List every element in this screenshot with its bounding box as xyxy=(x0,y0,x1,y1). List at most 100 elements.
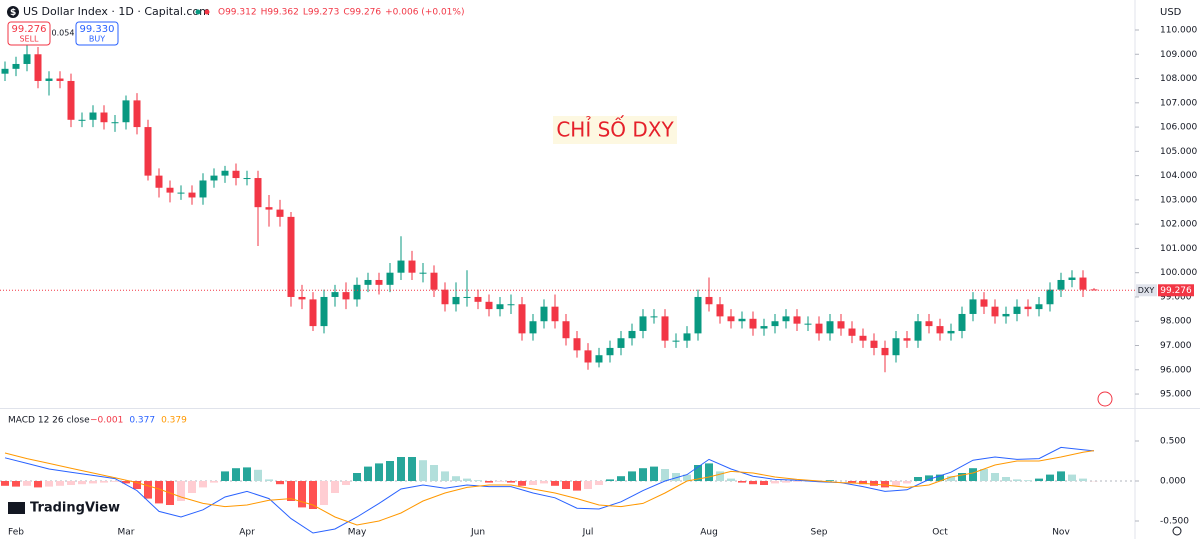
candle-body xyxy=(243,178,251,180)
y-tick-label: 95.000 xyxy=(1160,390,1192,400)
histogram-bar xyxy=(1079,478,1087,481)
histogram-bar xyxy=(650,466,658,481)
histogram-bar xyxy=(892,481,900,486)
buy-button[interactable] xyxy=(75,21,119,46)
candle-body xyxy=(1,68,9,74)
candle-body xyxy=(430,272,438,290)
candle-body xyxy=(78,119,86,121)
legend-value: 0.377 xyxy=(129,416,155,426)
candle-body xyxy=(870,340,878,348)
histogram-bar xyxy=(34,481,42,488)
histogram-bar xyxy=(749,481,757,485)
histogram-bar xyxy=(617,476,625,481)
settings-icon[interactable] xyxy=(1172,526,1182,536)
candle-body xyxy=(276,209,284,217)
candle-body xyxy=(551,306,559,322)
candle-body xyxy=(837,321,845,329)
histogram-bar xyxy=(331,481,339,493)
histogram-bar xyxy=(78,481,86,485)
quote-value: O99.312 xyxy=(218,8,257,18)
y-tick-label: 102.000 xyxy=(1160,220,1197,230)
y-tick-label: 0.500 xyxy=(1160,437,1186,447)
x-tick-label: Aug xyxy=(700,528,718,538)
candle-body xyxy=(738,318,746,322)
candle-body xyxy=(859,335,867,341)
candle-body xyxy=(848,328,856,336)
candle-body xyxy=(111,122,119,124)
symbol-tag xyxy=(1136,284,1157,297)
histogram-bar xyxy=(980,469,988,481)
currency[interactable]: USD xyxy=(1160,7,1182,18)
candle-body xyxy=(34,54,42,81)
x-tick-label: May xyxy=(348,528,367,538)
y-tick-label: 101.000 xyxy=(1160,244,1197,254)
sell-label: SELL xyxy=(19,35,39,44)
histogram-bar xyxy=(958,473,966,481)
histogram-bar xyxy=(353,473,361,481)
y-tick-label: 109.000 xyxy=(1160,50,1197,60)
histogram-bar xyxy=(936,474,944,481)
y-tick-label: 104.000 xyxy=(1160,171,1197,181)
histogram-bar xyxy=(1068,474,1076,481)
histogram-bar xyxy=(716,471,724,481)
y-tick-label: -0.500 xyxy=(1160,517,1189,527)
histogram-bar xyxy=(947,476,955,481)
histogram-bar xyxy=(144,481,152,499)
sell-button[interactable] xyxy=(7,21,51,46)
candle-body xyxy=(727,316,735,322)
histogram-bar xyxy=(705,463,713,481)
candle-body xyxy=(705,296,713,305)
candle-body xyxy=(793,316,801,324)
candle-body xyxy=(342,292,350,300)
candle-body xyxy=(606,347,614,356)
x-tick-label: Mar xyxy=(118,528,135,538)
candle-body xyxy=(639,316,647,331)
candle-body xyxy=(1090,289,1098,291)
histogram-bar xyxy=(782,481,790,483)
quote-value: L99.273 xyxy=(303,8,340,18)
candle-body xyxy=(980,299,988,307)
candle-body xyxy=(56,78,64,81)
candle-body xyxy=(298,296,306,300)
candle-body xyxy=(287,216,295,297)
flag-icon[interactable] xyxy=(1097,391,1113,407)
candle-body xyxy=(826,321,834,334)
status-dot xyxy=(195,9,201,15)
histogram-bar xyxy=(925,475,933,481)
histogram-bar xyxy=(430,465,438,481)
candle-body xyxy=(100,112,108,123)
histogram-bar xyxy=(991,473,999,481)
annotation-box xyxy=(553,116,677,144)
candle-body xyxy=(144,127,152,176)
y-tick-label: 99.000 xyxy=(1160,292,1192,302)
x-tick-label: Nov xyxy=(1052,528,1070,538)
y-tick-label: 108.000 xyxy=(1160,74,1197,84)
histogram-bar xyxy=(969,468,977,481)
candle-body xyxy=(364,279,372,285)
histogram-bar xyxy=(276,481,284,485)
symbol-title[interactable]: US Dollar Index · 1D · Capital.com xyxy=(23,5,210,18)
histogram-bar xyxy=(265,479,273,481)
candle-body xyxy=(133,100,141,128)
candle-body xyxy=(892,338,900,356)
histogram-bar xyxy=(45,481,53,487)
candle-body xyxy=(958,313,966,331)
macd-title: MACD 12 26 close xyxy=(8,416,90,426)
y-tick-label: 98.000 xyxy=(1160,317,1192,327)
logo: TradingView xyxy=(30,501,120,516)
histogram-bar xyxy=(56,481,64,486)
candle-body xyxy=(1024,306,1032,310)
candle-body xyxy=(265,207,273,210)
histogram-bar xyxy=(485,481,493,483)
candle-body xyxy=(771,321,779,327)
candle-body xyxy=(716,304,724,317)
symbol-tag-label: DXY xyxy=(1138,286,1155,295)
candle-body xyxy=(419,272,427,274)
histogram-bar xyxy=(595,481,603,485)
histogram-bar xyxy=(221,471,229,481)
candle-body xyxy=(254,178,262,208)
candle-body xyxy=(672,340,680,342)
y-tick-label: 97.000 xyxy=(1160,341,1192,351)
